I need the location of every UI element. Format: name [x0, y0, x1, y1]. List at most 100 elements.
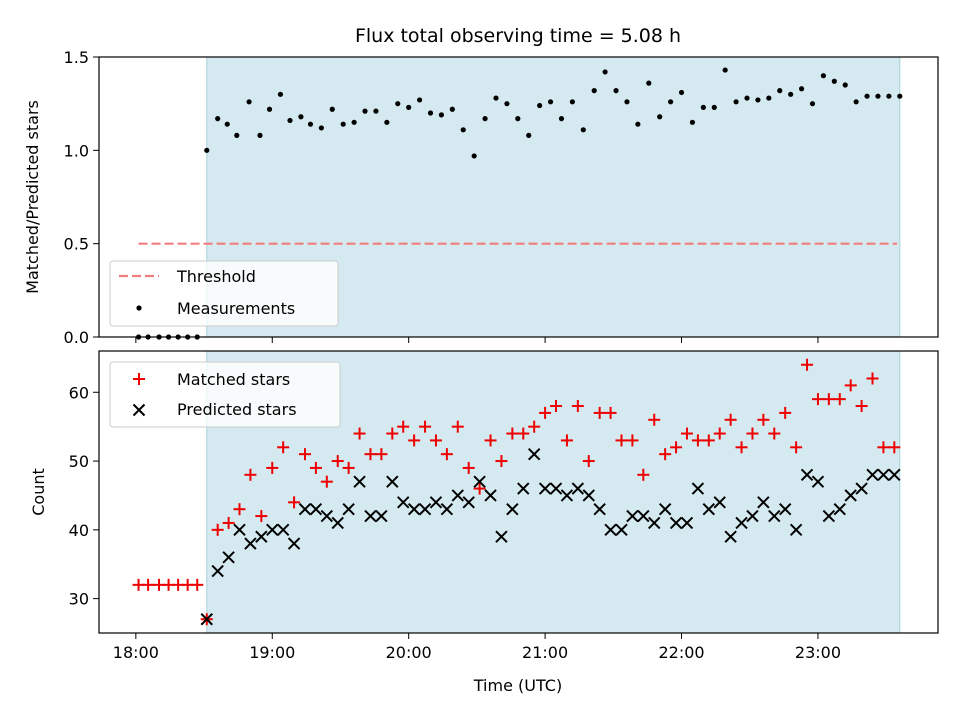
predicted-star-point: [353, 475, 366, 488]
matched-star-point: [724, 413, 737, 426]
cross-b: [560, 489, 574, 502]
predicted-star-point: [888, 468, 901, 482]
cross-b: [527, 447, 541, 461]
cross-b: [877, 468, 890, 482]
measurement-point: [711, 104, 717, 110]
cross-b: [506, 502, 519, 516]
predicted-star-point: [582, 489, 595, 502]
predicted-star-point: [451, 489, 464, 502]
cross-b: [833, 502, 846, 516]
measurement-point: [287, 117, 293, 124]
matched-star-point: [419, 420, 432, 433]
matched-star-point: [550, 400, 563, 413]
cross-b: [658, 502, 672, 516]
predicted-star-point: [604, 523, 617, 537]
cross-b: [669, 516, 683, 530]
x-tick-label: 21:00: [522, 643, 568, 662]
cross-b: [386, 475, 399, 488]
measurement-point: [449, 106, 455, 112]
predicted-star-point: [833, 502, 846, 516]
matched-star-point: [571, 400, 584, 413]
matched-star-point: [408, 434, 421, 447]
measurement-point: [482, 116, 488, 122]
cross-b: [451, 489, 464, 502]
predicted-star-point: [309, 502, 323, 516]
matched-star-point: [680, 427, 693, 440]
measurement-point: [266, 106, 273, 112]
matched-star-point: [670, 441, 683, 454]
cross-b: [244, 537, 257, 550]
y-tick-label: 40: [69, 521, 89, 540]
measurement-point: [766, 95, 772, 101]
cross-b: [331, 516, 344, 530]
cross-b: [342, 502, 355, 516]
measurement-point: [493, 95, 499, 101]
matched-star-point: [855, 400, 868, 413]
matched-star-point: [222, 516, 235, 529]
measurement-point: [646, 80, 652, 86]
matched-star-point: [298, 448, 311, 461]
measurement-point: [307, 121, 314, 127]
predicted-star-point: [713, 496, 726, 509]
legend-matched-label: Matched stars: [177, 370, 290, 389]
cross-b: [713, 496, 726, 509]
matched-star-point: [484, 434, 497, 447]
matched-star-point: [517, 427, 530, 440]
matched-star-point: [397, 420, 410, 433]
y-tick-label: 50: [69, 452, 89, 471]
matched-star-point: [735, 441, 748, 454]
matched-star-point: [833, 393, 846, 406]
predicted-star-point: [571, 482, 585, 495]
cross-b: [888, 468, 901, 482]
legend-threshold-label: Threshold: [176, 267, 256, 286]
matched-star-point: [822, 393, 835, 406]
cross-b: [778, 502, 792, 516]
predicted-star-point: [506, 502, 519, 516]
y-tick-label: 0.5: [64, 235, 89, 254]
x-tick-label: 20:00: [386, 643, 432, 662]
matched-star-point: [746, 427, 759, 440]
predicted-star-point: [342, 502, 355, 516]
predicted-star-point: [364, 509, 377, 523]
predicted-star-point: [626, 509, 639, 523]
cross-b: [626, 509, 639, 523]
predicted-stars-points: [200, 447, 901, 626]
matched-star-point: [375, 448, 388, 461]
matched-star-point: [288, 496, 301, 509]
predicted-star-point: [844, 489, 857, 502]
cross-b: [407, 502, 421, 516]
predicted-star-point: [320, 509, 334, 523]
matched-star-point: [768, 427, 781, 440]
cross-b: [637, 509, 650, 523]
predicted-star-point: [866, 468, 879, 482]
cross-b: [855, 482, 868, 495]
matched-star-point: [440, 448, 453, 461]
predicted-star-point: [276, 523, 290, 537]
measurement-point: [340, 121, 346, 127]
measurement-point: [246, 99, 252, 105]
measurement-point: [384, 119, 390, 125]
predicted-star-point: [549, 482, 563, 495]
matched-star-point: [811, 393, 824, 406]
predicted-star-point: [615, 523, 628, 537]
predicted-star-point: [397, 496, 410, 509]
predicted-star-point: [527, 447, 541, 461]
cross-b: [132, 403, 146, 417]
x-tick-label: 23:00: [795, 643, 841, 662]
count-legend-box: [109, 361, 341, 428]
predicted-star-point: [440, 502, 454, 516]
measurement-point: [526, 132, 532, 138]
matched-star-point: [255, 510, 268, 523]
predicted-star-point: [800, 468, 814, 482]
matched-star-point: [659, 448, 672, 461]
ratio-y-ticks: 0.0 0.5 1.0 1.5: [64, 48, 99, 347]
measurement-point: [678, 89, 685, 96]
measurement-point: [689, 119, 696, 125]
predicted-star-point: [757, 496, 770, 509]
cross-b: [680, 516, 694, 530]
cross-b: [211, 564, 224, 578]
matched-star-point: [331, 455, 344, 468]
x-tick-label: 22:00: [658, 643, 704, 662]
cross-b: [866, 468, 879, 482]
